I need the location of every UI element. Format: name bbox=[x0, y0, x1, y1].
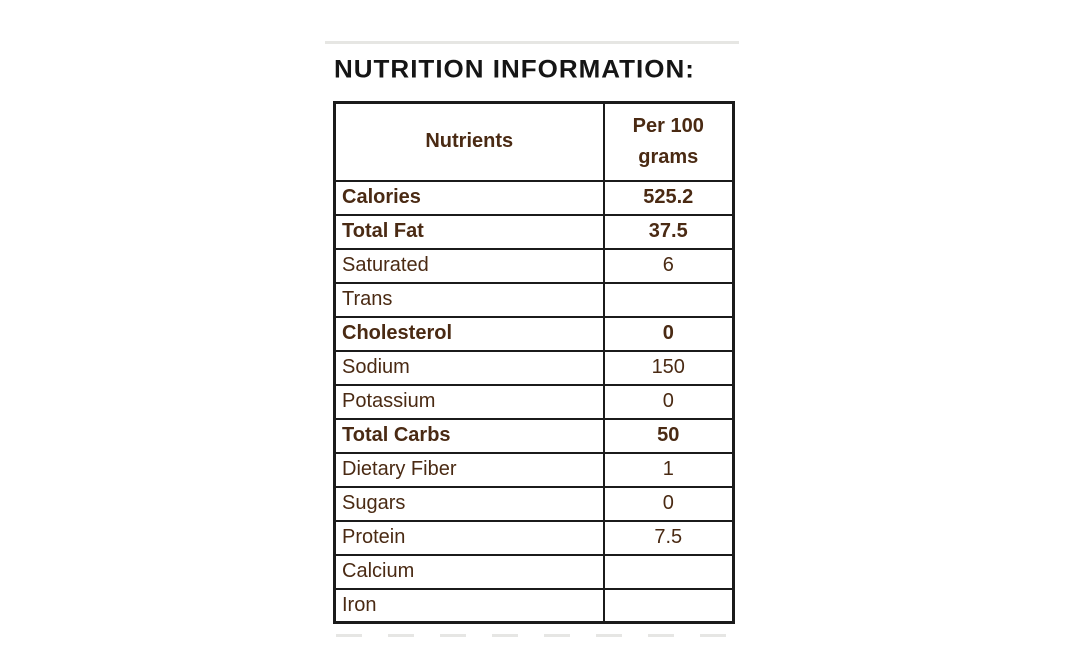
nutrient-cell: Potassium bbox=[333, 383, 605, 420]
nutrient-cell: Calcium bbox=[333, 553, 605, 590]
nutrient-cell: Total Fat bbox=[333, 213, 605, 250]
value-cell bbox=[602, 553, 735, 590]
value-cell bbox=[602, 281, 735, 318]
table-row: Protein 7.5 bbox=[333, 519, 735, 556]
value-cell: 150 bbox=[602, 349, 735, 386]
nutrient-cell: Dietary Fiber bbox=[333, 451, 605, 488]
per-100-grams-line2: grams bbox=[638, 145, 699, 168]
value-cell: 0 bbox=[602, 383, 735, 420]
value-cell: 37.5 bbox=[602, 213, 735, 250]
table-row: Total Fat 37.5 bbox=[333, 213, 735, 250]
header-row: Nutrients Per 100 grams bbox=[333, 101, 735, 182]
nutrient-cell: Trans bbox=[333, 281, 605, 318]
per-100-grams-line1: Per 100 bbox=[632, 114, 704, 137]
nutrient-cell: Saturated bbox=[333, 247, 605, 284]
value-cell: 6 bbox=[602, 247, 735, 284]
nutrient-cell: Total Carbs bbox=[333, 417, 605, 454]
table-row: Total Carbs 50 bbox=[333, 417, 735, 454]
value-cell: 7.5 bbox=[602, 519, 735, 556]
table-row: Sugars 0 bbox=[333, 485, 735, 522]
scan-bottom-artifact bbox=[336, 634, 734, 637]
nutrients-column-header: Nutrients bbox=[333, 101, 605, 182]
nutrition-table: Nutrients Per 100 grams Calories 525.2 Tot… bbox=[333, 101, 735, 624]
nutrient-cell: Sugars bbox=[333, 485, 605, 522]
nutrient-cell: Sodium bbox=[333, 349, 605, 386]
nutrient-cell: Iron bbox=[333, 587, 605, 624]
nutrient-cell: Cholesterol bbox=[333, 315, 605, 352]
value-cell: 0 bbox=[602, 485, 735, 522]
value-cell: 525.2 bbox=[602, 179, 735, 216]
table-row: Calcium bbox=[333, 553, 735, 590]
value-cell: 1 bbox=[602, 451, 735, 488]
value-cell bbox=[602, 587, 735, 624]
table-row: Calories 525.2 bbox=[333, 179, 735, 216]
value-cell: 0 bbox=[602, 315, 735, 352]
value-cell: 50 bbox=[602, 417, 735, 454]
table-row: Potassium 0 bbox=[333, 383, 735, 420]
table-row: Iron bbox=[333, 587, 735, 624]
table-row: Dietary Fiber 1 bbox=[333, 451, 735, 488]
per-100-grams-column-header: Per 100 grams bbox=[602, 101, 735, 182]
nutrient-cell: Protein bbox=[333, 519, 605, 556]
page-title: NUTRITION INFORMATION: bbox=[334, 54, 695, 84]
table-row: Cholesterol 0 bbox=[333, 315, 735, 352]
nutrient-cell: Calories bbox=[333, 179, 605, 216]
table-row: Sodium 150 bbox=[333, 349, 735, 386]
table-row: Saturated 6 bbox=[333, 247, 735, 284]
table-row: Trans bbox=[333, 281, 735, 318]
scan-edge-artifact bbox=[325, 41, 739, 44]
